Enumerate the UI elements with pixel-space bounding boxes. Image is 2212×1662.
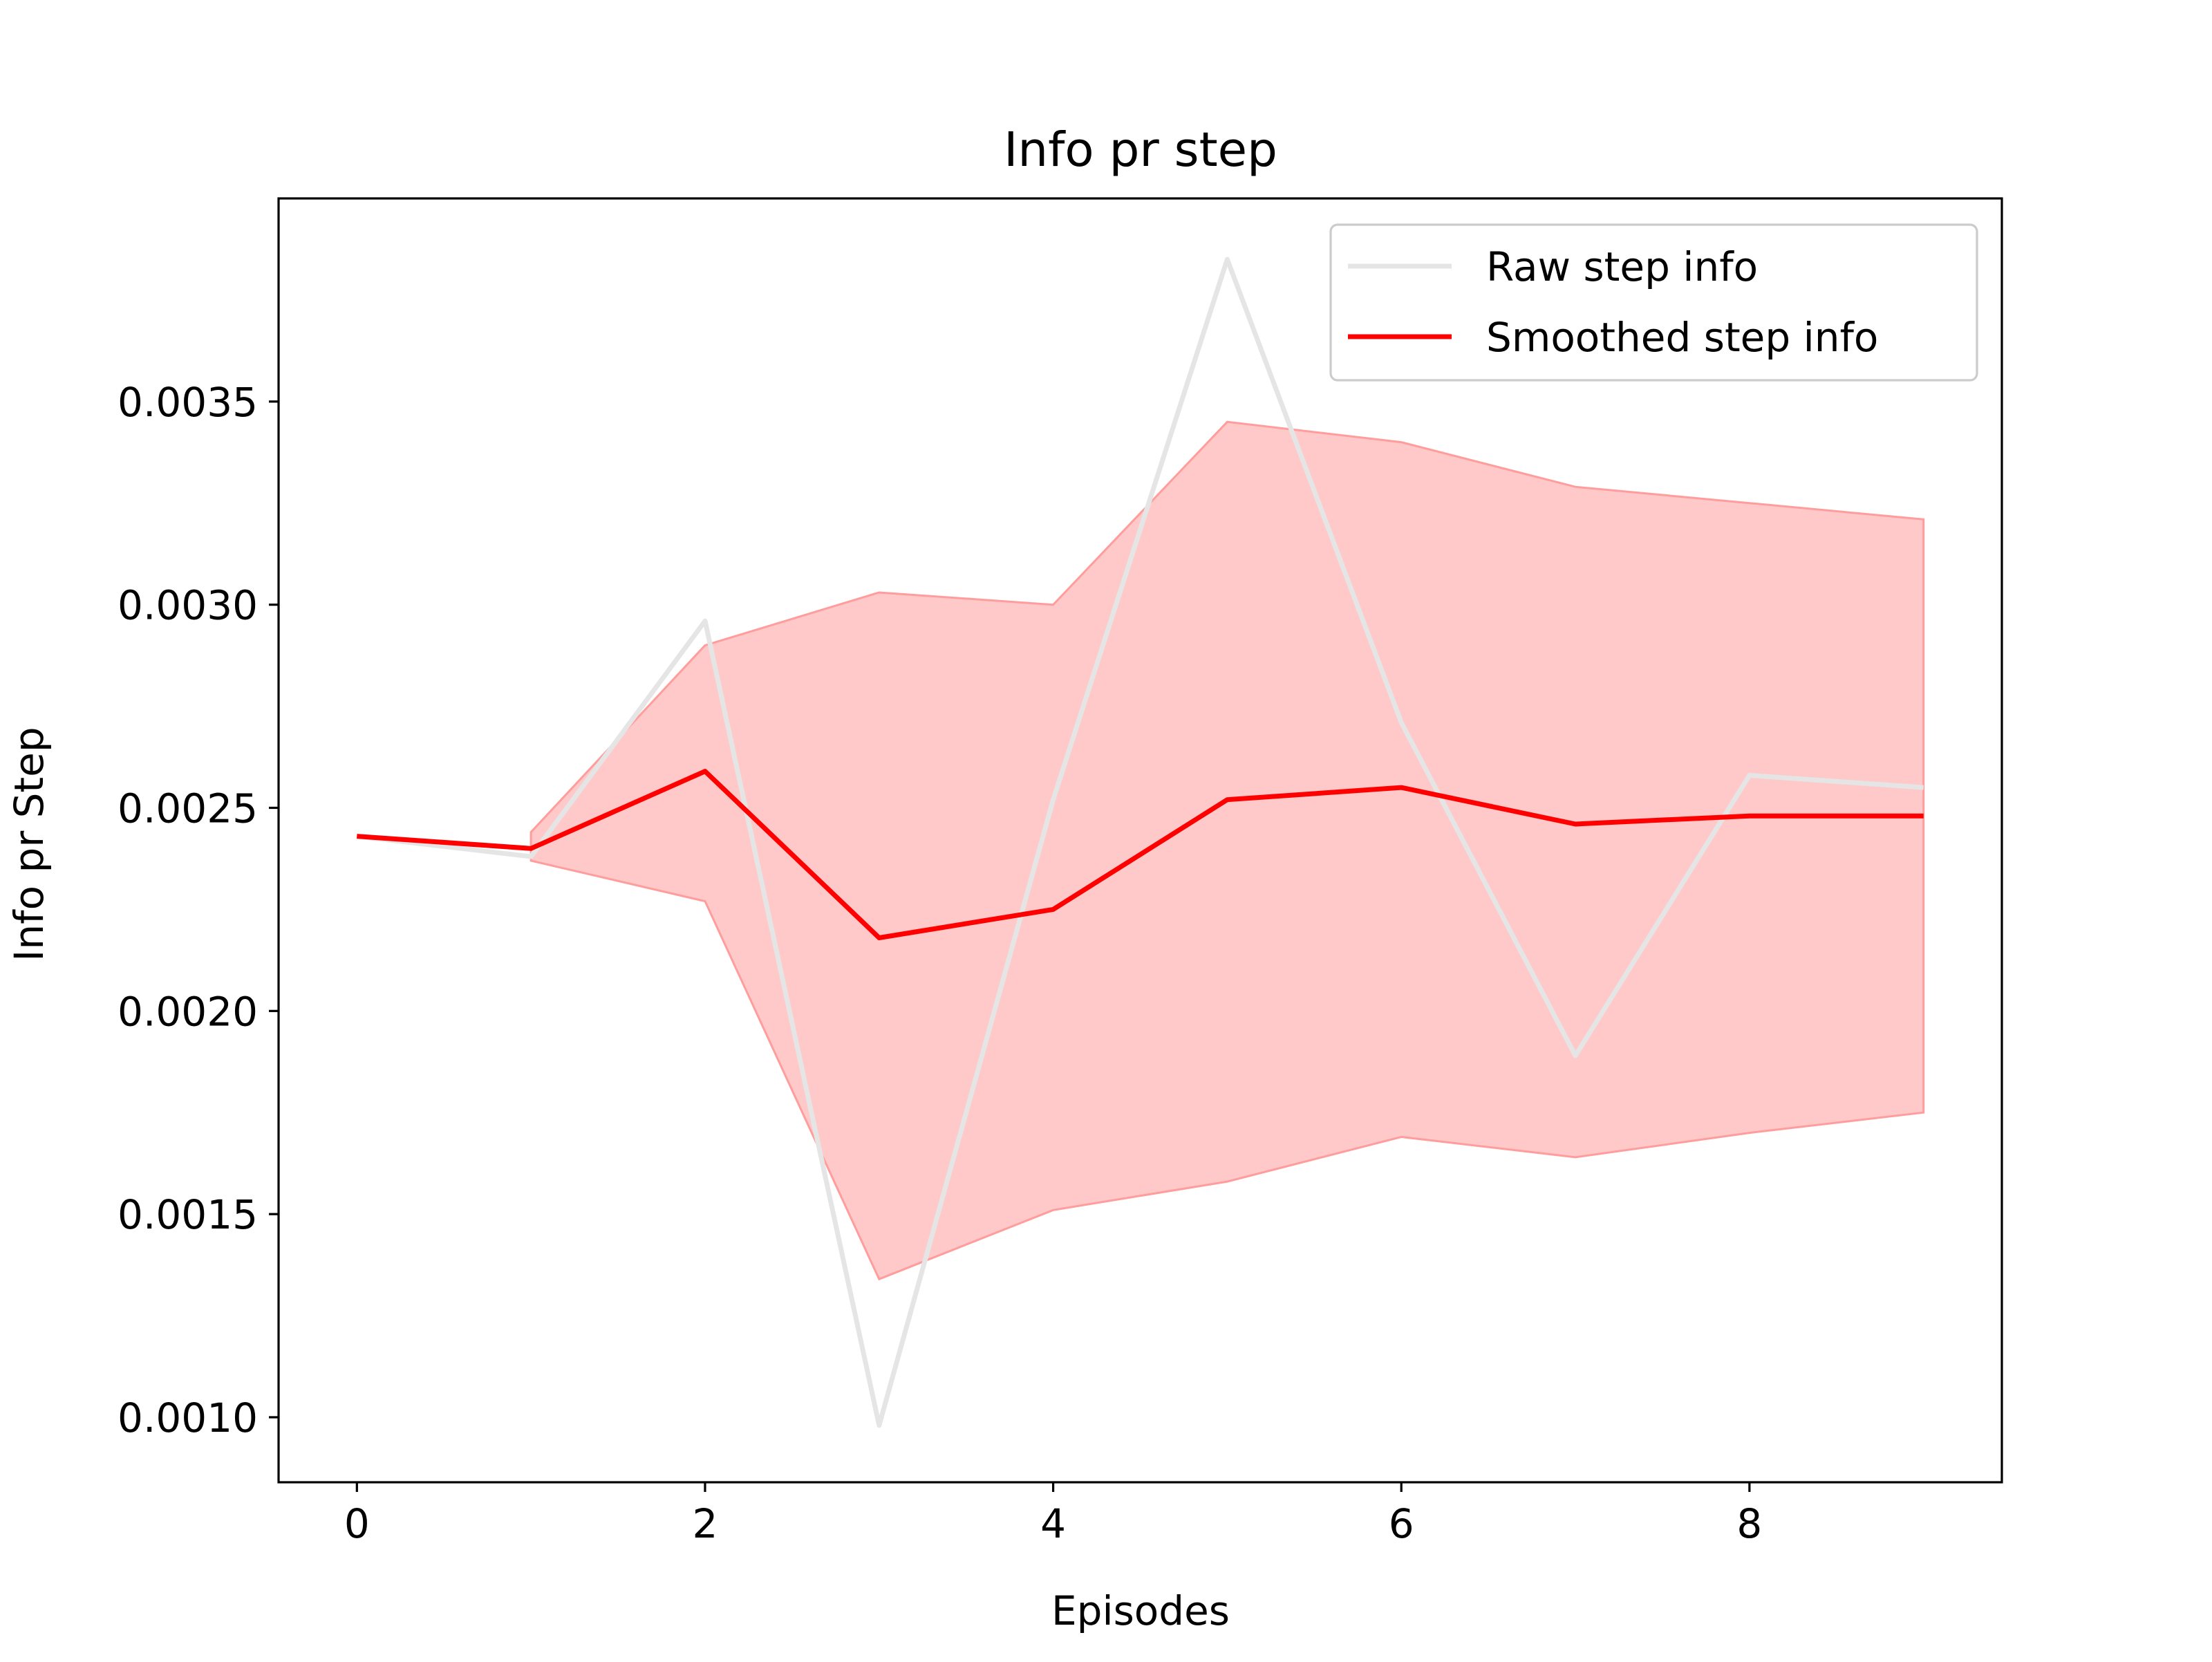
series-line-smoothed	[357, 769, 1924, 940]
chart-title: Info pr step	[1004, 122, 1277, 178]
legend-label-smoothed: Smoothed step info	[1486, 314, 1878, 361]
y-tick-label: 0.0020	[118, 988, 258, 1035]
y-tick-label: 0.0025	[118, 785, 258, 832]
y-tick-label: 0.0015	[118, 1191, 258, 1238]
x-tick-label: 6	[1389, 1500, 1414, 1547]
y-axis-label: Info pr Step	[6, 727, 53, 961]
series-line-raw	[356, 256, 1924, 1428]
x-tick-label: 0	[344, 1500, 370, 1547]
y-tick-label: 0.0035	[118, 379, 258, 426]
legend-box	[1329, 223, 1978, 382]
legend: Raw step info Smoothed step info	[1329, 223, 1978, 382]
confidence-band	[529, 420, 1925, 1281]
y-tick-label: 0.0030	[118, 582, 258, 629]
y-tick-label: 0.0010	[118, 1394, 258, 1441]
plot-area	[356, 256, 1925, 1428]
x-tick-label: 4	[1040, 1500, 1066, 1547]
x-tick-label: 2	[693, 1500, 718, 1547]
x-axis-label: Episodes	[1051, 1587, 1230, 1634]
x-tick-label: 8	[1736, 1500, 1762, 1547]
plot-content	[356, 256, 1925, 1428]
axes-frame	[277, 197, 2003, 1484]
legend-label-raw: Raw step info	[1486, 243, 1758, 290]
axes: 0 2 4 6 8 0.0010 0.0015 0.0020 0.0025 0.0030 0.003…	[118, 197, 2003, 1547]
